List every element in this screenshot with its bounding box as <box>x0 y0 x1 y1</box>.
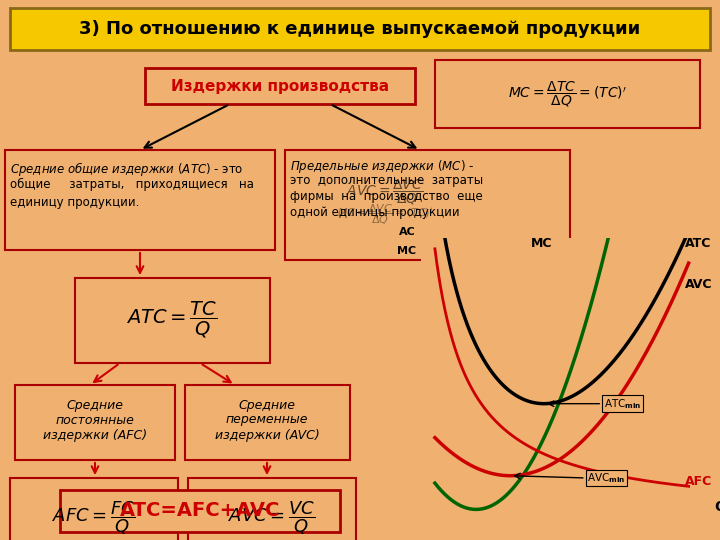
Text: переменные: переменные <box>226 414 308 427</box>
Text: единицу продукции.: единицу продукции. <box>10 196 140 209</box>
FancyBboxPatch shape <box>75 278 270 363</box>
FancyBboxPatch shape <box>10 478 178 540</box>
FancyBboxPatch shape <box>188 478 356 540</box>
Text: $\mathbf{\mathit{Предельные\ издержки\ (МС)}}$ -: $\mathbf{\mathit{Предельные\ издержки\ (… <box>290 158 474 175</box>
Text: Средние: Средние <box>238 399 295 411</box>
Text: ATC=AFC+AVC: ATC=AFC+AVC <box>120 502 280 521</box>
Text: AVC$_{\mathbf{min}}$: AVC$_{\mathbf{min}}$ <box>587 471 626 485</box>
FancyBboxPatch shape <box>145 68 415 104</box>
Text: $AVC = \dfrac{\Delta VC}{\Delta Q}$: $AVC = \dfrac{\Delta VC}{\Delta Q}$ <box>346 177 423 207</box>
Text: одной единицы продукции: одной единицы продукции <box>290 206 459 219</box>
Text: $ATC = \dfrac{TC}{Q}$: $ATC = \dfrac{TC}{Q}$ <box>126 300 217 340</box>
Text: $\mathbf{\mathit{Средние\ общие\ издержки\ (ATC)}}$ - это: $\mathbf{\mathit{Средние\ общие\ издержк… <box>10 160 243 178</box>
Text: $AFC = \dfrac{FC}{Q}$: $AFC = \dfrac{FC}{Q}$ <box>53 499 135 537</box>
FancyBboxPatch shape <box>15 385 175 460</box>
FancyBboxPatch shape <box>185 385 350 460</box>
Text: AVC: AVC <box>685 278 713 291</box>
Text: $MC = \dfrac{\Delta VC}{\Delta Q} = (TC)^{\prime}$: $MC = \dfrac{\Delta VC}{\Delta Q} = (TC)… <box>337 202 433 227</box>
Text: ATC$_{\mathbf{min}}$: ATC$_{\mathbf{min}}$ <box>603 397 641 410</box>
Text: Издержки производства: Издержки производства <box>171 78 389 93</box>
Text: ATC: ATC <box>685 237 711 249</box>
Text: MC: MC <box>397 246 415 256</box>
Text: AC: AC <box>399 227 415 238</box>
FancyBboxPatch shape <box>60 490 340 532</box>
Text: AFC: AFC <box>685 475 713 488</box>
Text: Средние: Средние <box>66 399 124 411</box>
FancyBboxPatch shape <box>435 60 700 128</box>
Text: постоянные: постоянные <box>55 414 135 427</box>
Text: фирмы  на  производство  еще: фирмы на производство еще <box>290 190 482 203</box>
FancyBboxPatch shape <box>10 8 710 50</box>
Text: $AVC = \dfrac{VC}{Q}$: $AVC = \dfrac{VC}{Q}$ <box>228 499 315 537</box>
Text: издержки (AVC): издержки (AVC) <box>215 429 320 442</box>
Text: MC: MC <box>531 237 552 249</box>
Text: это  дополнительные  затраты: это дополнительные затраты <box>290 174 483 187</box>
Text: $MC = \dfrac{\Delta TC}{\Delta Q} = (TC)^{\prime}$: $MC = \dfrac{\Delta TC}{\Delta Q} = (TC)… <box>508 79 626 109</box>
Text: общие     затраты,   приходящиеся   на: общие затраты, приходящиеся на <box>10 178 254 191</box>
Text: 3) По отношению к единице выпускаемой продукции: 3) По отношению к единице выпускаемой пр… <box>79 20 641 38</box>
Text: издержки (AFC): издержки (AFC) <box>43 429 147 442</box>
Text: Q: Q <box>714 500 720 514</box>
FancyBboxPatch shape <box>285 150 570 260</box>
FancyBboxPatch shape <box>5 150 275 250</box>
